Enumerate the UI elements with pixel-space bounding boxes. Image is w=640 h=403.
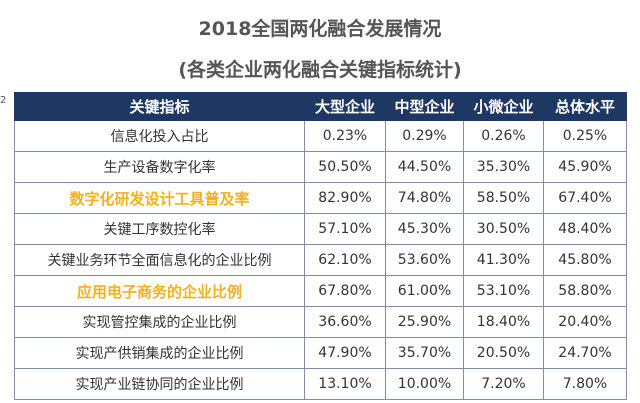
header-indicator: 关键指标 (14, 92, 305, 121)
large-enterprise-value: 47.90% (304, 337, 386, 369)
table-row: 关键工序数控化率 57.10% 45.30% 30.50% 48.40% (14, 213, 627, 245)
large-enterprise-value: 13.10% (304, 368, 386, 400)
medium-enterprise-value: 61.00% (385, 275, 464, 307)
header-large-enterprise: 大型企业 (304, 92, 386, 121)
header-overall-level: 总体水平 (543, 92, 627, 121)
table-row: 数字化研发设计工具普及率 82.90% 74.80% 58.50% 67.40% (14, 182, 627, 214)
medium-enterprise-value: 0.29% (385, 120, 464, 152)
indicator-label: 实现产业链协同的企业比例 (14, 368, 305, 400)
overall-level-value: 58.80% (543, 275, 627, 307)
indicator-label: 实现管控集成的企业比例 (14, 306, 305, 338)
medium-enterprise-value: 45.30% (385, 213, 464, 245)
overall-level-value: 0.25% (543, 120, 627, 152)
small-micro-enterprise-value: 20.50% (463, 337, 544, 369)
large-enterprise-value: 0.23% (304, 120, 386, 152)
header-small-micro-enterprise: 小微企业 (463, 92, 544, 121)
table-row: 生产设备数字化率 50.50% 44.50% 35.30% 45.90% (14, 151, 627, 183)
edge-mark: 2 (0, 95, 6, 106)
small-micro-enterprise-value: 58.50% (463, 182, 544, 214)
small-micro-enterprise-value: 0.26% (463, 120, 544, 152)
indicator-table: 关键指标 大型企业 中型企业 小微企业 总体水平 信息化投入占比 0.23% 0.2… (14, 92, 627, 400)
table-body: 信息化投入占比 0.23% 0.29% 0.26% 0.25% 生产设备数字化率 50.50… (14, 120, 627, 400)
large-enterprise-value: 82.90% (304, 182, 386, 214)
large-enterprise-value: 50.50% (304, 151, 386, 183)
small-micro-enterprise-value: 35.30% (463, 151, 544, 183)
large-enterprise-value: 67.80% (304, 275, 386, 307)
table-row: 应用电子商务的企业比例 67.80% 61.00% 53.10% 58.80% (14, 275, 627, 307)
small-micro-enterprise-value: 41.30% (463, 244, 544, 276)
indicator-label: 关键工序数控化率 (14, 213, 305, 245)
indicator-label: 实现产供销集成的企业比例 (14, 337, 305, 369)
medium-enterprise-value: 35.70% (385, 337, 464, 369)
small-micro-enterprise-value: 18.40% (463, 306, 544, 338)
table-row: 关键业务环节全面信息化的企业比例 62.10% 53.60% 41.30% 45.80% (14, 244, 627, 276)
medium-enterprise-value: 44.50% (385, 151, 464, 183)
large-enterprise-value: 62.10% (304, 244, 386, 276)
large-enterprise-value: 36.60% (304, 306, 386, 338)
overall-level-value: 45.80% (543, 244, 627, 276)
indicator-label: 应用电子商务的企业比例 (14, 275, 305, 307)
indicator-label: 生产设备数字化率 (14, 151, 305, 183)
table-row: 实现管控集成的企业比例 36.60% 25.90% 18.40% 20.40% (14, 306, 627, 338)
overall-level-value: 20.40% (543, 306, 627, 338)
indicator-label: 信息化投入占比 (14, 120, 305, 152)
medium-enterprise-value: 10.00% (385, 368, 464, 400)
small-micro-enterprise-value: 7.20% (463, 368, 544, 400)
header-medium-enterprise: 中型企业 (385, 92, 464, 121)
medium-enterprise-value: 53.60% (385, 244, 464, 276)
table-row: 信息化投入占比 0.23% 0.29% 0.26% 0.25% (14, 120, 627, 152)
indicator-label: 数字化研发设计工具普及率 (14, 182, 305, 214)
overall-level-value: 67.40% (543, 182, 627, 214)
medium-enterprise-value: 25.90% (385, 306, 464, 338)
small-micro-enterprise-value: 53.10% (463, 275, 544, 307)
overall-level-value: 45.90% (543, 151, 627, 183)
table-row: 实现产业链协同的企业比例 13.10% 10.00% 7.20% 7.80% (14, 368, 627, 400)
medium-enterprise-value: 74.80% (385, 182, 464, 214)
overall-level-value: 24.70% (543, 337, 627, 369)
small-micro-enterprise-value: 30.50% (463, 213, 544, 245)
table-header-row: 关键指标 大型企业 中型企业 小微企业 总体水平 (14, 92, 627, 121)
table-row: 实现产供销集成的企业比例 47.90% 35.70% 20.50% 24.70% (14, 337, 627, 369)
indicator-label: 关键业务环节全面信息化的企业比例 (14, 244, 305, 276)
page-subtitle: (各类企业两化融合关键指标统计) (178, 59, 462, 81)
page-title: 2018全国两化融合发展情况 (198, 18, 442, 40)
overall-level-value: 48.40% (543, 213, 627, 245)
large-enterprise-value: 57.10% (304, 213, 386, 245)
overall-level-value: 7.80% (543, 368, 627, 400)
